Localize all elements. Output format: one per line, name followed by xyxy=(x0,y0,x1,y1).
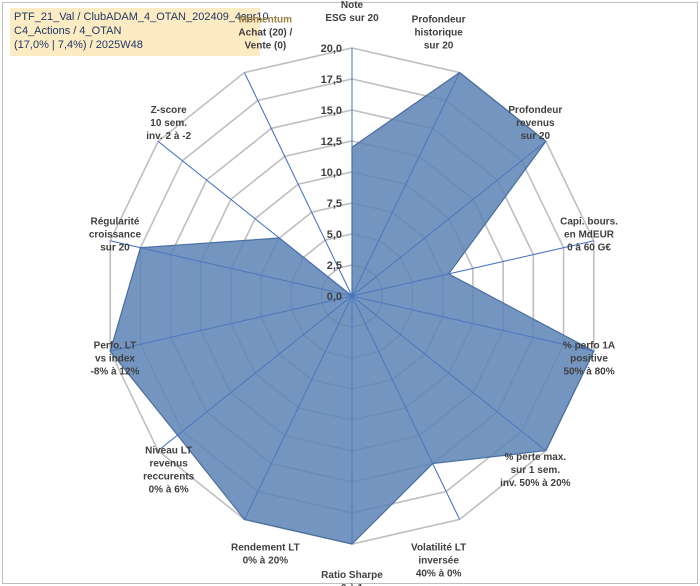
axis-label: Volatilité LT inversée 40% à 0% xyxy=(411,542,466,579)
axis-spoke-overlay xyxy=(351,240,594,297)
axis-spoke-overlay xyxy=(157,295,353,451)
tick-label: 12,5 xyxy=(321,136,342,148)
radar-tick-labels: 0,0 2,5 5,0 7,5 10,0 12,5 15,0 17,5 20,0 xyxy=(321,43,342,303)
axis-label: Note ESG sur 20 xyxy=(325,0,379,24)
axis-label: % perte max. sur 1 sem. inv. 50% à 20% xyxy=(500,452,571,489)
tick-label: 15,0 xyxy=(321,105,342,117)
portfolio-info-box: PTF_21_Val / ClubADAM_4_OTAN_202409_4spr… xyxy=(10,8,269,56)
axis-spoke-overlay xyxy=(110,295,353,352)
axis-spoke-overlay xyxy=(351,141,547,297)
axis-spoke-overlay xyxy=(351,295,594,352)
axis-label: Profondeur revenus sur 20 xyxy=(508,105,562,142)
radar-axis-labels: Note ESG sur 20 Profondeur historique sur 20… xyxy=(89,0,618,586)
axis-spoke-overlay xyxy=(351,72,460,297)
axis-label: Z-score 10 sem. inv. 2 à -2 xyxy=(146,105,191,142)
axis-label: Profondeur historique sur 20 xyxy=(412,15,466,52)
axis-spoke-overlay xyxy=(351,295,460,520)
axis-spoke-overlay xyxy=(110,240,353,297)
axis-label: Régularité croissance sur 20 xyxy=(89,217,142,254)
axis-label: Perfo. LT vs index -8% à 12% xyxy=(91,340,140,377)
axis-label: Momentum Achat (20) / Vente (0) xyxy=(238,15,292,52)
axis-spoke-overlay xyxy=(244,295,353,520)
axis-spoke-overlay xyxy=(244,72,353,297)
tick-label: 7,5 xyxy=(327,198,342,210)
portfolio-name: PTF_21_Val / ClubADAM_4_OTAN_202409_4spr… xyxy=(14,11,269,23)
axis-label: Ratio Sharpe0 à 1 xyxy=(321,570,383,586)
axis-spoke-overlay xyxy=(157,141,353,297)
axis-spoke-overlay xyxy=(351,295,547,451)
tick-label: 2,5 xyxy=(327,260,342,272)
tick-label: 20,0 xyxy=(321,43,342,55)
portfolio-category: C4_Actions / 4_OTAN xyxy=(14,25,122,37)
axis-label: % perfo 1A positive 50% à 80% xyxy=(563,340,615,377)
axis-label: Capi. bours. en MdEUR 0 à 60 G€ xyxy=(560,217,618,254)
tick-label: 17,5 xyxy=(321,74,342,86)
radar-series xyxy=(109,48,595,545)
portfolio-stats: (17,0% | 7,4%) / 2025W48 xyxy=(14,39,143,51)
tick-label: 0,0 xyxy=(327,291,342,303)
tick-label: 5,0 xyxy=(327,229,342,241)
axis-label: Rendement LT 0% à 20% xyxy=(231,542,300,566)
axis-label: Niveau LT revenus reccurents 0% à 6% xyxy=(143,445,195,495)
tick-label: 10,0 xyxy=(321,167,342,179)
